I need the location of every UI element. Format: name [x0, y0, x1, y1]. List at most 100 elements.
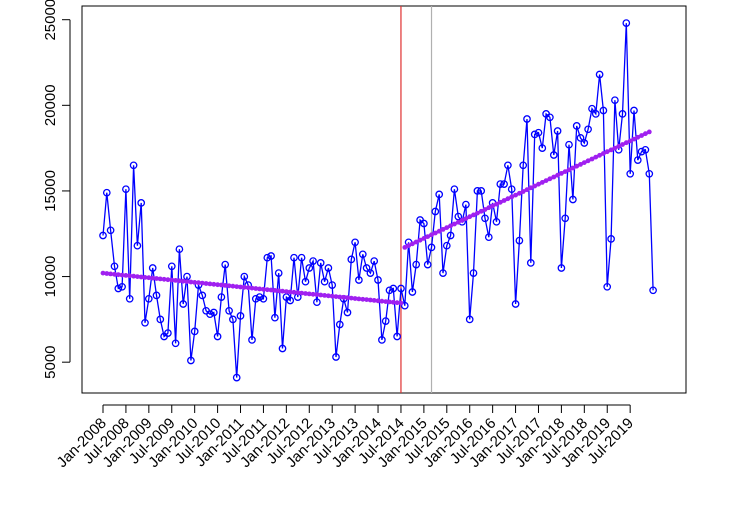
data-point — [557, 264, 566, 272]
trend-point — [196, 280, 201, 286]
trend-point — [501, 198, 507, 203]
trend-point — [539, 180, 545, 185]
trend-point — [555, 172, 560, 178]
data-point — [267, 252, 275, 260]
data-point — [209, 308, 218, 317]
data-point — [446, 231, 455, 240]
data-point — [492, 217, 501, 226]
trend-point — [356, 296, 362, 302]
trend-point — [505, 196, 511, 202]
data-point — [358, 250, 367, 259]
trend-point — [333, 294, 339, 299]
trend-point — [509, 194, 515, 200]
data-point — [374, 276, 382, 284]
data-point — [271, 313, 279, 322]
data-point — [347, 255, 356, 264]
trend-point — [547, 176, 553, 182]
trend-point — [146, 275, 152, 281]
trend-point — [497, 199, 503, 205]
data-point — [576, 134, 585, 142]
data-point — [114, 284, 123, 293]
trend-point — [280, 288, 285, 294]
data-point — [389, 284, 398, 293]
data-point — [423, 260, 432, 269]
trend-point — [570, 165, 576, 171]
data-point — [110, 262, 119, 271]
trend-point — [589, 156, 595, 162]
trend-point — [471, 212, 476, 218]
trend-point — [226, 283, 232, 289]
trend-point — [291, 289, 297, 295]
monthly-series — [99, 19, 657, 382]
trend-point — [432, 230, 438, 236]
data-point — [561, 214, 570, 223]
trend-point — [608, 147, 614, 153]
y-axis: 5000 10000 15000 20000 25000 — [42, 0, 71, 379]
data-point — [290, 253, 298, 262]
trend-point — [532, 183, 538, 189]
data-point — [343, 308, 352, 317]
trend-point — [135, 274, 140, 279]
data-point — [599, 106, 608, 115]
trend-point — [467, 214, 473, 220]
data-point — [450, 185, 459, 194]
trend-point — [417, 237, 423, 243]
trend-point — [383, 299, 389, 304]
data-point — [473, 187, 482, 195]
trend-point — [127, 273, 133, 279]
data-point — [504, 161, 512, 170]
trend-point — [177, 278, 182, 284]
trend-point — [203, 281, 209, 286]
trend-point — [387, 299, 392, 305]
trend-point — [459, 218, 465, 223]
trend-point — [646, 129, 652, 135]
vertical-reference-lines — [400, 6, 433, 393]
data-point — [611, 96, 619, 105]
data-point — [297, 253, 306, 262]
data-point — [549, 151, 558, 159]
trend-point — [581, 160, 587, 166]
trend-point — [264, 287, 270, 293]
data-point — [152, 291, 161, 300]
data-point — [366, 269, 375, 277]
trend-point — [452, 221, 457, 227]
trend-point — [612, 145, 618, 151]
data-point — [500, 180, 508, 188]
data-point — [546, 113, 554, 122]
trend-point — [306, 291, 312, 297]
trend-point — [482, 207, 488, 212]
x-axis: Jan-2008Jul-2008Jan-2009Jul-2009Jan-2010… — [54, 404, 637, 471]
data-point — [156, 315, 165, 324]
data-point — [198, 291, 207, 300]
trend-point — [635, 134, 641, 140]
data-point — [626, 169, 635, 178]
trend-point — [463, 216, 469, 222]
data-point — [465, 315, 474, 324]
data-point — [378, 336, 386, 344]
trend-point — [364, 297, 369, 302]
y-tick-label: 15000 — [42, 170, 59, 212]
data-point — [484, 233, 493, 242]
data-point — [144, 294, 153, 303]
data-point — [301, 277, 310, 286]
y-tick-label: 25000 — [42, 0, 59, 41]
trend-point — [215, 282, 221, 288]
data-point — [645, 169, 654, 178]
y-tick-label: 5000 — [42, 345, 59, 378]
data-point — [175, 245, 184, 254]
data-point — [213, 332, 222, 341]
trend-point — [173, 278, 179, 283]
data-point — [251, 294, 260, 303]
data-point — [381, 317, 390, 325]
trend-point — [184, 279, 190, 284]
data-point — [255, 293, 264, 301]
data-point — [412, 260, 421, 269]
trend-point — [318, 292, 324, 298]
trend-point — [104, 271, 110, 276]
data-point — [137, 199, 146, 207]
trend-point — [314, 292, 320, 297]
trend-point — [299, 290, 304, 296]
data-point — [400, 301, 409, 310]
trend-point — [413, 239, 419, 245]
